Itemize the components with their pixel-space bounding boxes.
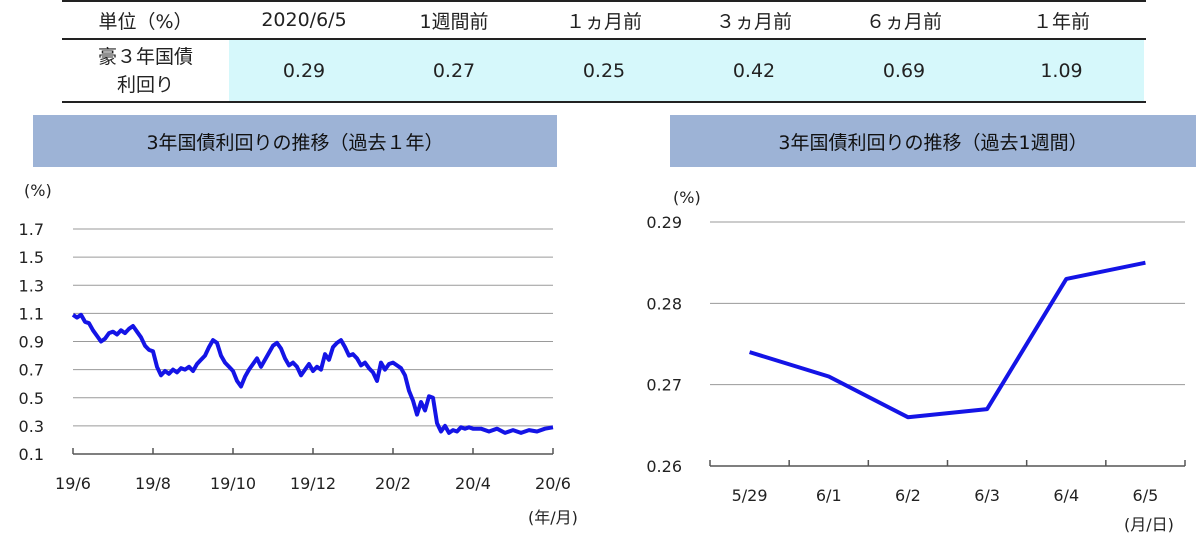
row-label-line2: 利回り (116, 73, 174, 96)
header-1month: １ヵ月前 (565, 10, 642, 33)
table-header-rule (62, 38, 1146, 40)
x-tick-label: 19/12 (290, 474, 336, 493)
x-tick-label: 19/10 (210, 474, 256, 493)
x-axis-label: (月/日) (1124, 515, 1174, 534)
y-tick-label: 0.9 (19, 333, 44, 352)
x-tick-label: 20/2 (375, 474, 411, 493)
value-3month: 0.42 (732, 59, 776, 82)
chart-1week-title: 3年国債利回りの推移（過去1週間） (670, 115, 1196, 167)
x-tick-label: 20/4 (455, 474, 491, 493)
header-1week: 1週間前 (419, 10, 489, 33)
y-tick-label: 0.3 (19, 417, 44, 436)
x-tick-label: 19/8 (135, 474, 171, 493)
table-bottom-rule (62, 101, 1146, 103)
yield-line-1week (749, 260, 1146, 420)
y-tick-label: 0.29 (646, 213, 682, 232)
y-tick-label: 1.3 (19, 276, 44, 295)
y-axis-label: (%) (24, 181, 52, 200)
y-tick-label: 1.1 (19, 304, 44, 323)
y-tick-label: 0.5 (19, 389, 44, 408)
x-tick-label: 5/29 (732, 486, 768, 505)
header-date: 2020/6/5 (261, 9, 347, 31)
x-tick-label: 6/3 (974, 486, 1000, 505)
y-tick-label: 0.1 (19, 445, 44, 464)
row-label: 豪３年国債 利回り (62, 40, 229, 101)
value-1year: 1.09 (1040, 59, 1083, 82)
value-6month: 0.69 (882, 59, 926, 82)
header-6month: ６ヵ月前 (865, 10, 942, 33)
values-highlight (229, 40, 1144, 101)
yield-line-1year (71, 312, 554, 435)
y-tick-label: 0.27 (646, 376, 682, 395)
y-tick-label: 1.7 (19, 220, 44, 239)
x-tick-label: 6/1 (816, 486, 842, 505)
y-tick-label: 0.28 (646, 294, 682, 313)
value-1week: 0.27 (432, 59, 476, 82)
y-tick-label: 0.26 (646, 457, 682, 476)
x-tick-label: 6/4 (1053, 486, 1079, 505)
x-tick-label: 6/2 (895, 486, 921, 505)
x-tick-label: 19/6 (55, 474, 91, 493)
yield-summary-table: 単位（%） 2020/6/5 1週間前 １ヵ月前 ３ヵ月前 ６ヵ月前 １年前 豪… (62, 0, 1146, 104)
chart-1week: 0.26 0.27 0.28 0.29 5/29 6/1 6/2 6/3 6/4 6/5 (%) (月… (646, 188, 1186, 534)
y-tick-label: 1.5 (19, 248, 44, 267)
header-unit: 単位（%） (98, 10, 193, 33)
x-tick-label: 6/5 (1133, 486, 1159, 505)
header-3month: ３ヵ月前 (715, 10, 792, 33)
x-axis-label: (年/月) (528, 508, 578, 527)
header-1year: １年前 (1032, 10, 1090, 33)
x-tick-label: 20/6 (535, 474, 571, 493)
y-axis-label: (%) (673, 188, 701, 207)
table-top-rule (62, 0, 1146, 2)
chart-1year: 0.1 0.3 0.5 0.7 0.9 1.1 1.3 1.5 1.7 19/6 19/8 19/10… (19, 181, 578, 527)
value-1month: 0.25 (582, 59, 626, 82)
value-current: 0.29 (282, 59, 326, 82)
row-label-line1: 豪３年国債 (97, 45, 193, 68)
y-tick-label: 0.7 (19, 361, 44, 380)
chart-1year-title: 3年国債利回りの推移（過去１年） (33, 115, 557, 167)
